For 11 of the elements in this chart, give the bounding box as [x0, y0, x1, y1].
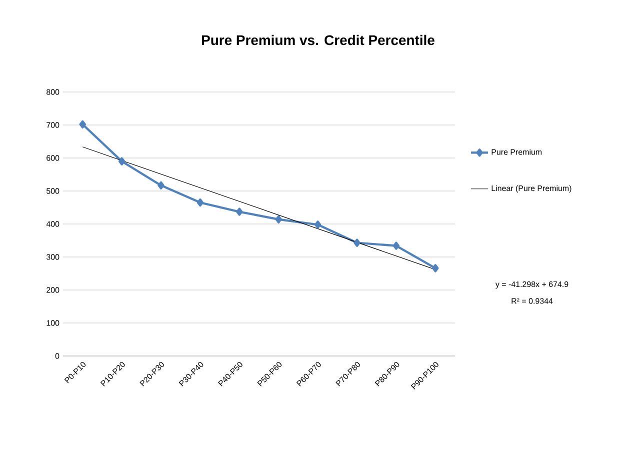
chart-title: Pure Premium vs. Credit Percentile: [202, 34, 434, 46]
point: [196, 198, 204, 207]
point: [432, 264, 439, 272]
point: [392, 242, 400, 250]
point: [158, 181, 164, 190]
point: [236, 208, 243, 216]
point: [275, 215, 282, 224]
point: [118, 157, 126, 166]
point: [314, 220, 322, 229]
point: [79, 120, 86, 128]
point: [354, 238, 360, 247]
